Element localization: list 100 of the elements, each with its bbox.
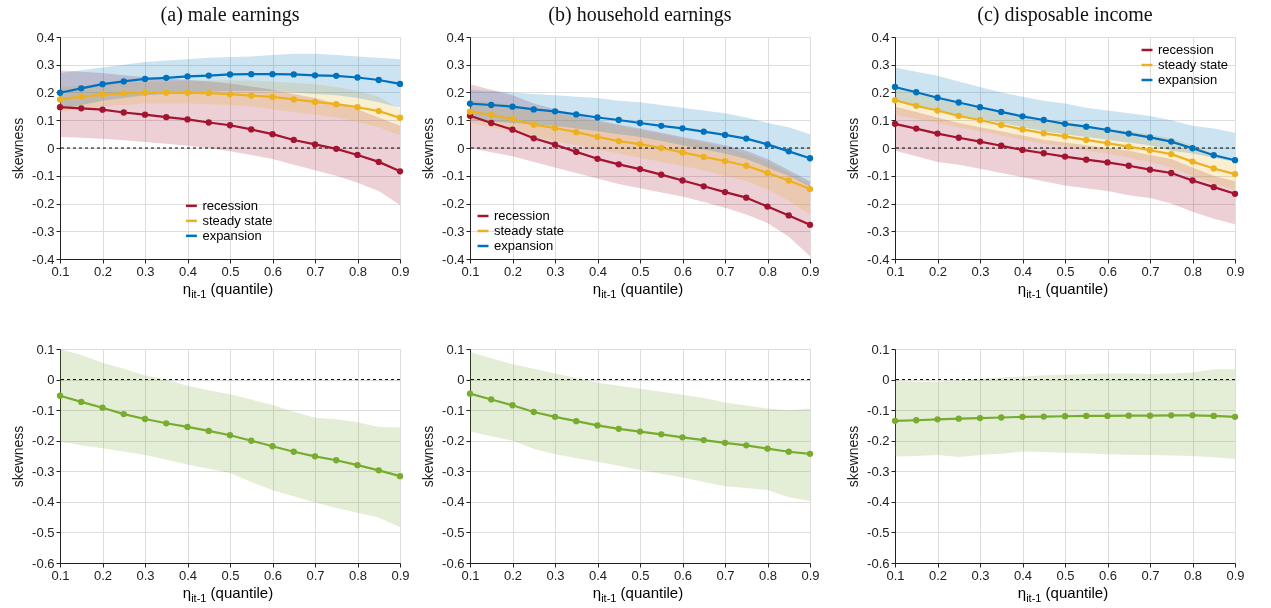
point: [998, 142, 1005, 149]
point: [573, 148, 580, 156]
point: [700, 128, 707, 135]
chart-title: (a) male earnings: [160, 3, 300, 26]
point: [913, 125, 920, 132]
y-tick-label: -0.4: [32, 494, 55, 510]
x-tick-label: 0.8: [348, 567, 368, 583]
point: [658, 122, 665, 129]
y-axis-title: skewness: [10, 425, 27, 488]
y-tick-label: -0.5: [442, 524, 465, 540]
point: [530, 135, 537, 142]
legend-label: steady state: [1158, 57, 1229, 72]
y-tick-label: -0.1: [32, 402, 55, 418]
point: [743, 194, 750, 201]
point: [141, 89, 149, 96]
point: [1061, 133, 1069, 140]
point: [1040, 116, 1047, 124]
y-tick-label: 0.1: [446, 112, 465, 128]
point: [913, 102, 920, 109]
point: [891, 120, 899, 128]
point: [785, 448, 792, 455]
point: [333, 145, 340, 152]
point: [1189, 177, 1196, 184]
point: [120, 90, 127, 97]
point: [396, 168, 404, 175]
point: [955, 99, 962, 106]
point: [1189, 145, 1196, 152]
x-tick-label: 0.8: [758, 567, 778, 583]
y-tick-label: 0.3: [871, 57, 890, 73]
point: [333, 101, 340, 108]
point: [184, 423, 191, 431]
y-tick-label: 0.4: [36, 29, 55, 45]
point: [311, 72, 319, 79]
point: [976, 116, 984, 124]
point: [466, 390, 474, 397]
y-axis-title: skewness: [420, 425, 437, 488]
point: [488, 396, 495, 403]
x-tick-label: 0.2: [928, 263, 948, 279]
y-axis-title: skewness: [845, 425, 862, 488]
x-tick-label: 0.6: [263, 567, 283, 583]
x-tick-label: 0.9: [801, 263, 820, 279]
point: [466, 100, 474, 107]
legend-label: steady state: [202, 212, 273, 228]
y-tick-label: 0.2: [446, 85, 465, 100]
x-tick-label: 0.5: [1056, 567, 1075, 583]
x-tick-label: 0.9: [1226, 567, 1245, 583]
point: [375, 158, 382, 166]
point: [99, 81, 106, 88]
x-tick-label: 0.3: [136, 263, 155, 279]
point: [636, 140, 644, 148]
point: [743, 135, 750, 142]
y-tick-label: -0.1: [867, 168, 890, 184]
y-tick-label: -0.4: [442, 494, 465, 510]
point: [679, 434, 686, 441]
point: [998, 121, 1005, 129]
point: [205, 72, 212, 79]
point: [226, 122, 234, 129]
x-tick-label: 0.2: [928, 567, 948, 583]
point: [976, 138, 984, 145]
point: [934, 107, 941, 114]
point: [333, 457, 340, 464]
point: [99, 404, 106, 411]
point: [721, 131, 729, 139]
y-tick-label: -0.4: [867, 251, 890, 267]
point: [679, 149, 686, 156]
y-tick-label: 0: [457, 140, 465, 156]
point: [354, 151, 361, 159]
y-tick-label: -0.4: [867, 494, 890, 510]
y-tick-label: 0.4: [871, 29, 890, 45]
y-tick-label: -0.1: [442, 402, 465, 418]
point: [806, 185, 814, 193]
point: [163, 74, 170, 81]
point: [806, 450, 814, 458]
point: [1104, 159, 1111, 166]
point: [1019, 146, 1026, 154]
y-tick-label: 0.1: [36, 341, 55, 357]
point: [679, 177, 686, 184]
x-axis-title: η$_{it-1}$ (quantile): [1016, 280, 1110, 302]
x-tick-label: 0.4: [1013, 567, 1033, 583]
y-tick-label: -0.2: [442, 196, 465, 211]
point: [488, 111, 495, 119]
point: [615, 425, 622, 432]
point: [551, 141, 559, 148]
y-tick-label: -0.3: [32, 223, 55, 239]
point: [636, 428, 644, 435]
y-tick-label: 0.2: [36, 85, 55, 100]
y-tick-label: 0.4: [446, 29, 465, 45]
x-tick-label: 0.6: [1098, 263, 1118, 279]
y-tick-label: 0: [47, 140, 55, 156]
point: [1061, 153, 1069, 160]
x-tick-label: 0.9: [391, 567, 410, 583]
point: [56, 392, 64, 399]
point: [551, 108, 559, 115]
x-tick-label: 0.7: [716, 263, 735, 279]
point: [743, 442, 750, 449]
point: [205, 89, 212, 97]
point: [530, 408, 537, 416]
point: [163, 114, 170, 121]
point: [248, 71, 255, 78]
chart-title: (b) household earnings: [548, 3, 732, 26]
